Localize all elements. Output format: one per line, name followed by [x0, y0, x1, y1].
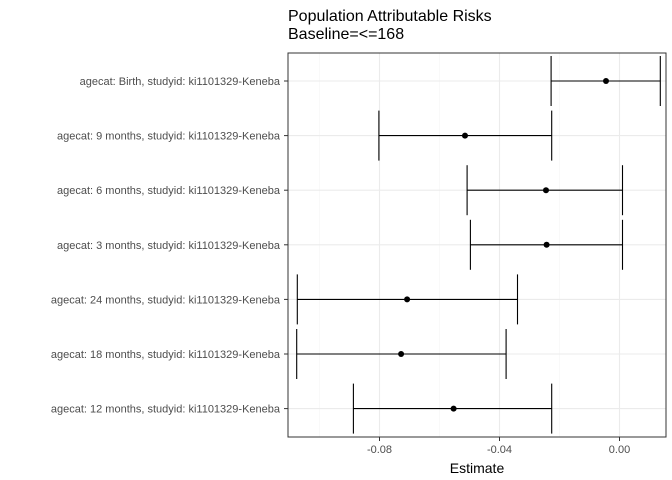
chart-title: Population Attributable Risks	[288, 8, 492, 25]
category-label: agecat: 6 months, studyid: ki1101329-Ken…	[57, 185, 281, 197]
x-tick-label: 0.00	[609, 444, 630, 456]
category-label: agecat: 12 months, studyid: ki1101329-Ke…	[51, 404, 281, 416]
estimate-point	[543, 241, 550, 248]
x-tick-label: -0.08	[367, 444, 392, 456]
interval-marks	[296, 56, 661, 434]
x-axis-title: Estimate	[450, 460, 505, 476]
estimate-point	[398, 351, 405, 357]
category-label: agecat: 18 months, studyid: ki1101329-Ke…	[51, 349, 281, 361]
chart-subtitle: Baseline=<=168	[288, 26, 404, 43]
estimate-point	[603, 78, 609, 84]
category-labels: agecat: Birth, studyid: ki1101329-Keneba…	[51, 76, 288, 416]
category-label: agecat: 24 months, studyid: ki1101329-Ke…	[51, 294, 281, 306]
category-label: agecat: 9 months, studyid: ki1101329-Ken…	[57, 131, 281, 143]
category-label: agecat: Birth, studyid: ki1101329-Keneba	[80, 76, 281, 88]
estimate-point	[462, 132, 468, 139]
estimate-point	[404, 296, 411, 303]
estimate-point	[543, 187, 549, 194]
category-label: agecat: 3 months, studyid: ki1101329-Ken…	[57, 240, 281, 252]
estimate-point	[450, 405, 457, 412]
x-axis: -0.08 -0.04 0.00	[367, 437, 630, 456]
x-tick-label: -0.04	[487, 444, 512, 456]
